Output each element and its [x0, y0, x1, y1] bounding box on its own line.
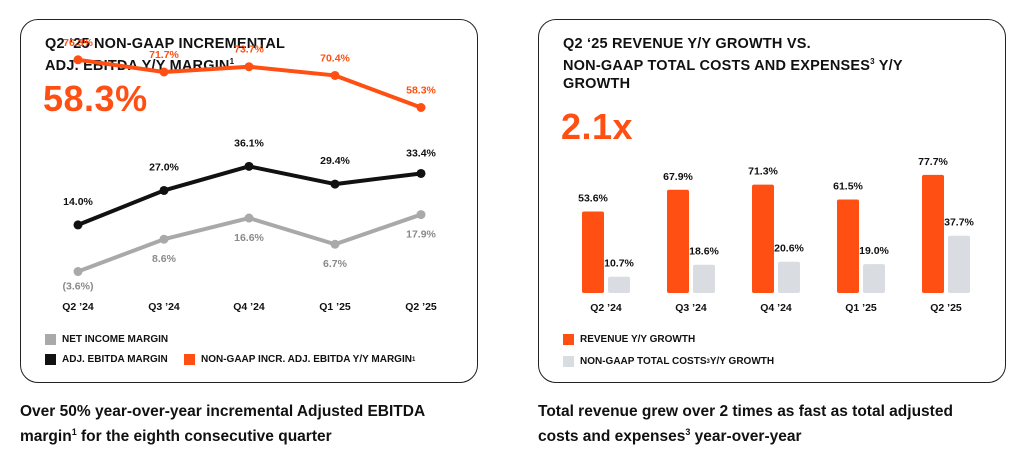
legend-costs: NON-GAAP TOTAL COSTS 3 Y/Y GROWTH — [563, 356, 774, 367]
series-0-point-4 — [416, 103, 426, 113]
series-0-point-2 — [244, 62, 254, 72]
bar-label-1-4: 37.7% — [944, 217, 974, 229]
x-tick-3: Q1 ’25 — [319, 301, 351, 313]
bar-series-1-0 — [608, 276, 630, 293]
legend-swatch-gray — [45, 334, 56, 345]
series-0-label-2: 73.7% — [234, 44, 264, 56]
right-caption: Total revenue grew over 2 times as fast … — [538, 403, 953, 445]
series-2-point-0 — [73, 267, 83, 277]
series-1-point-1 — [159, 185, 169, 195]
series-1-label-2: 36.1% — [234, 137, 264, 149]
series-0-label-0: 76.3% — [63, 37, 93, 49]
bar-x-tick-3: Q1 ’25 — [845, 302, 877, 314]
legend-adj-ebitda: ADJ. EBITDA MARGIN — [45, 354, 168, 365]
bar-x-tick-2: Q4 ’24 — [760, 302, 792, 314]
incremental-margin-line-chart: 76.3% 71.7% 73.7% 70.4% 58.3% 14.0% 27.0% 36.1%… — [62, 37, 437, 313]
bar-series-1-4 — [948, 235, 970, 293]
series-0-label-4: 58.3% — [406, 85, 436, 97]
series-1-label-4: 33.4% — [406, 147, 436, 159]
series-1-point-0 — [73, 220, 83, 230]
legend-net-income: NET INCOME MARGIN — [45, 334, 168, 345]
bar-series-1-1 — [693, 264, 715, 293]
series-1-label-1: 27.0% — [149, 161, 179, 173]
legend-revenue: REVENUE Y/Y GROWTH — [563, 334, 695, 345]
right-headline-value: 2.1x — [561, 106, 634, 147]
growth-comparison-card: Q2 ‘25 REVENUE Y/Y GROWTH VS. NON-GAAP T… — [538, 19, 1006, 383]
bar-label-0-2: 71.3% — [748, 166, 778, 178]
bar-label-1-2: 20.6% — [774, 243, 804, 255]
bar-x-tick-0: Q2 ’24 — [590, 302, 622, 314]
growth-bar-chart: 53.6% 10.7% Q2 ’24 67.9% 18.6% Q3 ’24 71.3% 20.… — [578, 156, 974, 314]
series-1-point-3 — [330, 179, 340, 189]
series-0-label-1: 71.7% — [149, 49, 179, 61]
series-1-point-4 — [416, 168, 426, 178]
bar-label-1-1: 18.6% — [689, 246, 719, 258]
bar-series-1-2 — [778, 261, 800, 293]
series-0-point-3 — [330, 70, 340, 80]
x-tick-1: Q3 ’24 — [148, 301, 180, 313]
bar-series-0-0 — [582, 211, 604, 293]
series-2-point-1 — [159, 234, 169, 244]
bar-series-0-4 — [922, 174, 944, 293]
left-caption: Over 50% year-over-year incremental Adju… — [20, 403, 426, 445]
bar-series-0-2 — [752, 184, 774, 293]
bar-label-0-1: 67.9% — [663, 171, 693, 183]
legend-incremental: NON-GAAP INCR. ADJ. EBITDA Y/Y MARGIN 1 — [184, 354, 415, 365]
bar-series-0-1 — [667, 189, 689, 293]
series-2-point-4 — [416, 210, 426, 220]
series-2-point-2 — [244, 213, 254, 223]
series-2-label-4: 17.9% — [406, 229, 436, 241]
bar-label-0-0: 53.6% — [578, 193, 608, 205]
series-1-label-3: 29.4% — [320, 155, 350, 167]
legend-swatch-orange — [184, 354, 195, 365]
bar-label-1-3: 19.0% — [859, 245, 889, 257]
ebitda-margin-card: Q2 ‘25 NON-GAAP INCREMENTAL ADJ. EBITDA … — [20, 19, 478, 383]
legend-swatch-revenue — [563, 334, 574, 345]
series-1-point-2 — [244, 161, 254, 171]
bar-x-tick-4: Q2 ’25 — [930, 302, 962, 314]
series-1-label-0: 14.0% — [63, 196, 93, 208]
series-2-label-2: 16.6% — [234, 232, 264, 244]
legend-swatch-costs — [563, 356, 574, 367]
legend-swatch-black — [45, 354, 56, 365]
bar-label-1-0: 10.7% — [604, 258, 634, 270]
series-0-label-3: 70.4% — [320, 52, 350, 64]
series-2-point-3 — [330, 239, 340, 249]
bar-series-1-3 — [863, 264, 885, 293]
series-0-point-0 — [73, 55, 83, 65]
series-2-label-0: (3.6%) — [63, 281, 94, 293]
bar-x-tick-1: Q3 ’24 — [675, 302, 707, 314]
x-tick-2: Q4 ’24 — [233, 301, 265, 313]
bar-label-0-4: 77.7% — [918, 156, 948, 168]
bar-series-0-3 — [837, 199, 859, 293]
left-headline-value: 58.3% — [43, 78, 148, 119]
series-2-label-1: 8.6% — [152, 253, 177, 265]
series-0-point-1 — [159, 67, 169, 77]
x-tick-4: Q2 ’25 — [405, 301, 437, 313]
series-2-label-3: 6.7% — [323, 258, 348, 270]
right-card-title: Q2 ‘25 REVENUE Y/Y GROWTH VS. NON-GAAP T… — [563, 36, 903, 92]
bar-label-0-3: 61.5% — [833, 181, 863, 193]
x-tick-0: Q2 ’24 — [62, 301, 94, 313]
